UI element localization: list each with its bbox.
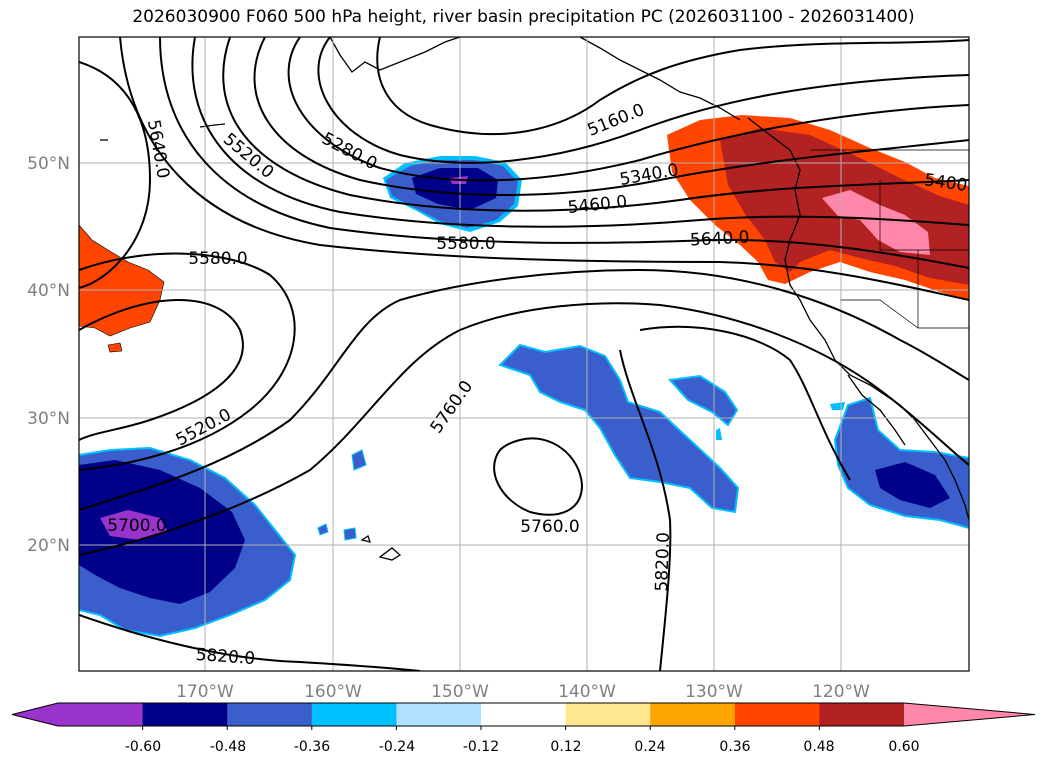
contour-labels: 5640.0 5520.0 5280.0 5160.0 5340.0 5460.… [107, 100, 968, 669]
colorbar-box [819, 703, 905, 726]
coastlines [100, 37, 969, 561]
map-frame [78, 36, 970, 672]
contour-label: 5580.0 [436, 234, 495, 254]
colorbar-tick-label: -0.36 [294, 739, 330, 755]
colorbar-outline [11, 702, 1036, 727]
colorbar-box [311, 703, 397, 726]
borders [810, 149, 969, 329]
colorbar [11, 702, 1036, 730]
lon-label: 140°W [558, 682, 616, 702]
colorbar-box [565, 703, 651, 726]
colorbar-tick-label: -0.48 [210, 739, 246, 755]
lat-labels: 50°N 40°N 30°N 20°N [27, 154, 70, 556]
map-title: 2026030900 F060 500 hPa height, river ba… [132, 7, 915, 27]
lat-label: 50°N [27, 154, 70, 174]
colorbar-box [227, 703, 313, 726]
colorbar-tick-label: 0.60 [888, 739, 919, 755]
lat-label: 20°N [27, 536, 70, 556]
lon-label: 150°W [431, 682, 489, 702]
lon-label: 120°W [812, 682, 870, 702]
colorbar-box [142, 703, 228, 726]
colorbar-tick-label: 0.48 [803, 739, 834, 755]
colorbar-tick-labels: -0.60 -0.48 -0.36 -0.24 -0.12 0.12 0.24 … [125, 739, 920, 755]
colorbar-box [734, 703, 820, 726]
colorbar-tick-label: 0.12 [550, 739, 581, 755]
colorbar-extend-min [12, 703, 58, 726]
lon-label: 170°W [176, 682, 234, 702]
lon-labels: 170°W 160°W 150°W 140°W 130°W 120°W [176, 682, 870, 702]
colorbar-box [396, 703, 482, 726]
lat-label: 30°N [27, 409, 70, 429]
contour-label: 5820.0 [652, 532, 674, 592]
gridlines [79, 37, 969, 671]
lon-label: 160°W [304, 682, 362, 702]
colorbar-tick-label: -0.60 [125, 739, 161, 755]
lat-label: 40°N [27, 281, 70, 301]
colorbar-tick-label: -0.12 [463, 739, 499, 755]
colorbar-tick-label: 0.36 [719, 739, 750, 755]
colorbar-box [58, 703, 144, 726]
lon-label: 130°W [685, 682, 743, 702]
contour-label: 5640.0 [690, 227, 750, 250]
colorbar-extend-max [904, 703, 1035, 726]
colorbar-tick-label: 0.24 [634, 739, 665, 755]
contour-label: 5760.0 [520, 517, 579, 537]
contour-label: 5580.0 [188, 249, 247, 269]
height-contours [79, 37, 969, 671]
colorbar-box [481, 703, 567, 726]
contour-label: 5700.0 [107, 516, 166, 536]
contour-label: 5820.0 [195, 645, 256, 669]
colorbar-tick-label: -0.24 [379, 739, 415, 755]
colorbar-box [650, 703, 736, 726]
